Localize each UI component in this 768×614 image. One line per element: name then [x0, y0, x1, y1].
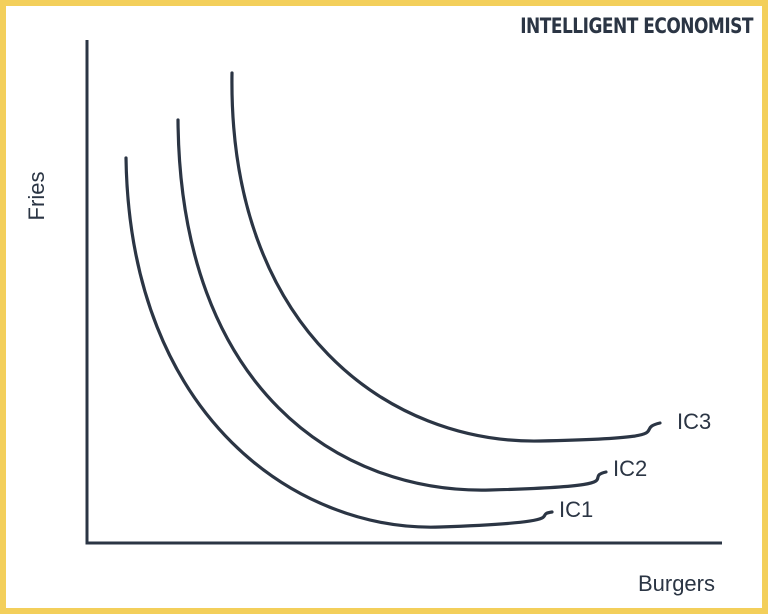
indifference-curve	[176, 118, 608, 492]
curve-label: IC1	[559, 497, 593, 522]
brand: INTELLIGENT ECONOMIST	[520, 13, 754, 38]
indifference-curve	[124, 156, 554, 529]
axes	[85, 40, 722, 545]
curve-label: IC3	[677, 409, 711, 434]
curve-label: IC2	[613, 456, 647, 481]
indifference-curve	[230, 71, 662, 443]
x-axis-label: Burgers	[638, 571, 715, 596]
y-axis-label: Fries	[24, 172, 49, 221]
